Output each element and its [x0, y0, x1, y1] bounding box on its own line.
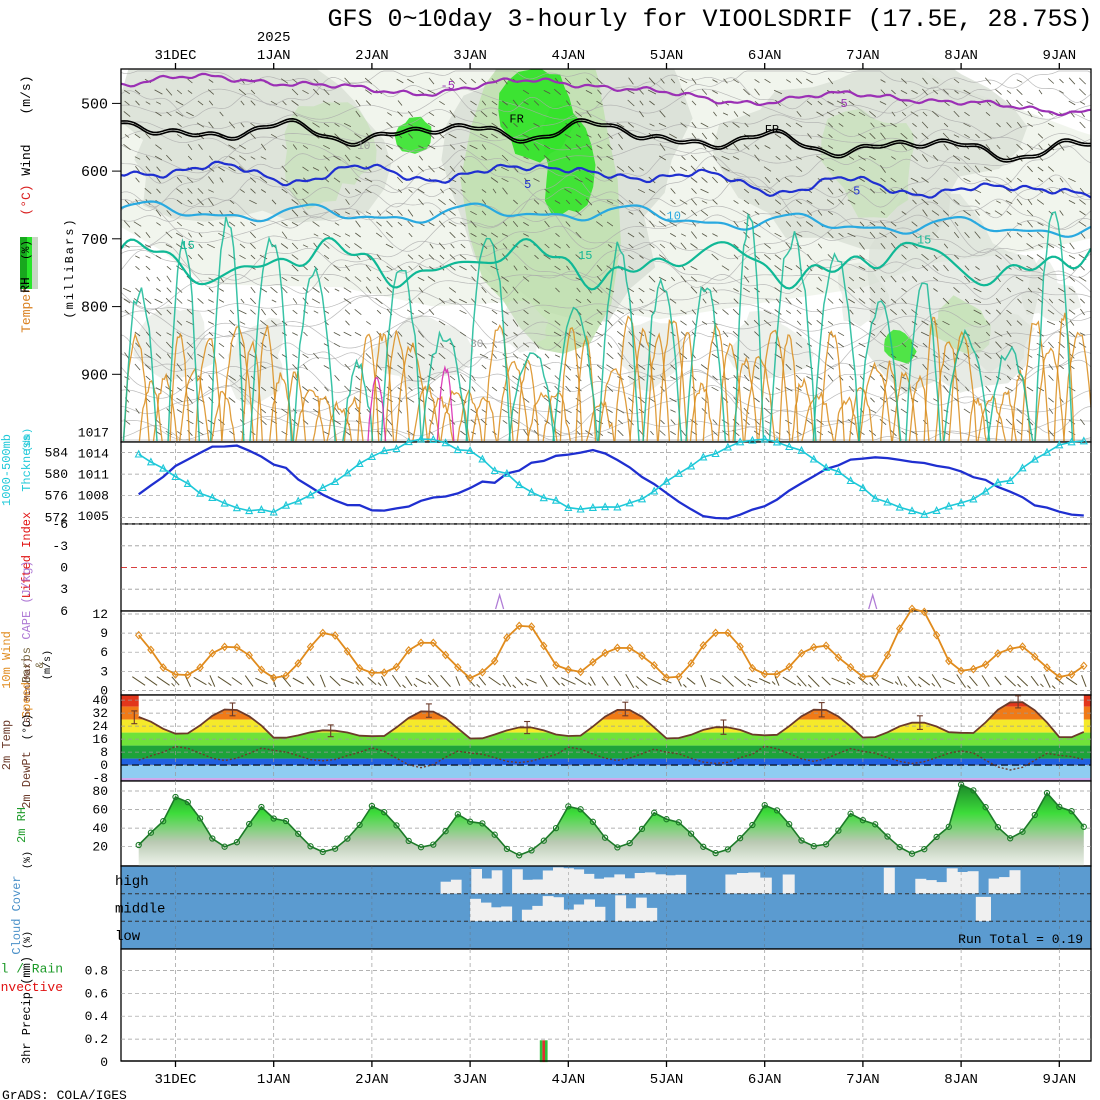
svg-text:middle: middle — [115, 902, 165, 918]
svg-text:1008: 1008 — [78, 488, 109, 503]
svg-text:RH: RH — [18, 277, 33, 293]
svg-text:6: 6 — [60, 604, 68, 619]
svg-text:2m RH: 2m RH — [15, 807, 29, 843]
svg-text:0: 0 — [100, 1055, 108, 1070]
svg-text:5JAN: 5JAN — [650, 48, 684, 64]
svg-text:15: 15 — [578, 249, 592, 263]
svg-text:10: 10 — [667, 210, 681, 224]
svg-text:12: 12 — [92, 607, 108, 622]
svg-text:1000-500mb: 1000-500mb — [0, 434, 14, 506]
svg-text:576: 576 — [45, 489, 68, 504]
svg-text:(%): (%) — [21, 240, 33, 260]
svg-text:10m Wind: 10m Wind — [0, 631, 14, 689]
svg-text:7JAN: 7JAN — [846, 48, 880, 64]
svg-text:low: low — [115, 929, 141, 945]
svg-text:2m DewPt: 2m DewPt — [20, 751, 34, 809]
svg-text:20: 20 — [92, 840, 108, 855]
svg-text:10: 10 — [357, 141, 370, 153]
svg-text:16: 16 — [92, 732, 108, 747]
svg-text:4JAN: 4JAN — [551, 48, 585, 64]
svg-text:5: 5 — [853, 185, 860, 199]
svg-text:5JAN: 5JAN — [650, 1072, 684, 1088]
svg-text:32: 32 — [92, 706, 108, 721]
svg-text:FR: FR — [765, 123, 779, 137]
svg-text:9JAN: 9JAN — [1042, 48, 1076, 64]
svg-text:700: 700 — [81, 232, 108, 249]
svg-text:3JAN: 3JAN — [453, 1072, 487, 1088]
svg-text:31DEC: 31DEC — [154, 1072, 196, 1088]
svg-text:9: 9 — [100, 626, 108, 641]
svg-text:15: 15 — [180, 239, 194, 253]
svg-text:GrADS: COLA/IGES: GrADS: COLA/IGES — [2, 1088, 127, 1100]
svg-text:1011: 1011 — [78, 467, 109, 482]
svg-text:high: high — [115, 874, 149, 890]
svg-text:2m Temp: 2m Temp — [0, 720, 14, 770]
svg-text:3: 3 — [60, 582, 68, 597]
svg-text:(m/s): (m/s) — [19, 75, 34, 114]
svg-text:4JAN: 4JAN — [551, 1072, 585, 1088]
svg-text:6: 6 — [100, 645, 108, 660]
svg-text:5: 5 — [524, 178, 531, 192]
svg-text:(dm): (dm) — [22, 428, 34, 452]
svg-text:1JAN: 1JAN — [257, 48, 291, 64]
svg-text:0.6: 0.6 — [85, 986, 108, 1001]
svg-text:1017: 1017 — [78, 426, 109, 441]
svg-text:6JAN: 6JAN — [748, 1072, 782, 1088]
svg-text:0.2: 0.2 — [85, 1032, 108, 1047]
svg-text:(m/s): (m/s) — [42, 650, 54, 680]
svg-text:(%): (%) — [22, 931, 34, 949]
svg-text:0.4: 0.4 — [85, 1009, 109, 1024]
svg-text:8JAN: 8JAN — [944, 1072, 978, 1088]
svg-text:1014: 1014 — [78, 447, 109, 462]
svg-text:CAPE (J/kg): CAPE (J/kg) — [20, 560, 34, 639]
svg-text:80: 80 — [92, 784, 108, 799]
svg-text:9JAN: 9JAN — [1042, 1072, 1076, 1088]
svg-text:40: 40 — [92, 821, 108, 836]
svg-text:FR: FR — [509, 113, 523, 127]
svg-text:2JAN: 2JAN — [355, 48, 389, 64]
svg-text:7JAN: 7JAN — [846, 1072, 880, 1088]
svg-text:(°C): (°C) — [22, 714, 34, 740]
svg-text:0.8: 0.8 — [85, 963, 108, 978]
svg-text:500: 500 — [81, 96, 108, 113]
svg-text:(%): (%) — [22, 851, 34, 869]
svg-text:31DEC: 31DEC — [154, 48, 196, 64]
svg-text:1005: 1005 — [78, 509, 109, 524]
svg-text:1JAN: 1JAN — [257, 1072, 291, 1088]
svg-text:40: 40 — [92, 693, 108, 708]
svg-text:6JAN: 6JAN — [748, 48, 782, 64]
svg-text:-6: -6 — [52, 517, 68, 532]
svg-text:30: 30 — [470, 339, 483, 351]
svg-text:Cloud Cover: Cloud Cover — [10, 875, 24, 954]
svg-text:2JAN: 2JAN — [355, 1072, 389, 1088]
svg-text:8JAN: 8JAN — [944, 48, 978, 64]
svg-text:600: 600 — [81, 164, 108, 181]
svg-text:3hr Precip (mm): 3hr Precip (mm) — [20, 956, 34, 1064]
svg-text:3JAN: 3JAN — [453, 48, 487, 64]
svg-text:(°C): (°C) — [19, 184, 34, 215]
svg-text:GFS 0~10day 3-hourly for VIOOL: GFS 0~10day 3-hourly for VIOOLSDRIF (17.… — [327, 5, 1092, 34]
svg-text:(milliBars): (milliBars) — [63, 217, 77, 318]
svg-text:60: 60 — [92, 803, 108, 818]
svg-text:900: 900 — [81, 367, 108, 384]
svg-text:8: 8 — [100, 745, 108, 760]
svg-text:2025: 2025 — [257, 30, 291, 46]
svg-text:0: 0 — [60, 561, 68, 576]
svg-text:24: 24 — [92, 719, 108, 734]
svg-text:15: 15 — [917, 234, 931, 248]
svg-text:5: 5 — [841, 97, 848, 111]
svg-text:584: 584 — [45, 445, 69, 460]
svg-text:800: 800 — [81, 300, 108, 317]
svg-text:3: 3 — [100, 664, 108, 679]
svg-text:Run Total = 0.19: Run Total = 0.19 — [958, 932, 1083, 947]
svg-text:580: 580 — [45, 467, 68, 482]
svg-text:-5: -5 — [441, 79, 455, 93]
svg-text:Wind: Wind — [19, 144, 34, 175]
svg-text:-3: -3 — [52, 539, 68, 554]
